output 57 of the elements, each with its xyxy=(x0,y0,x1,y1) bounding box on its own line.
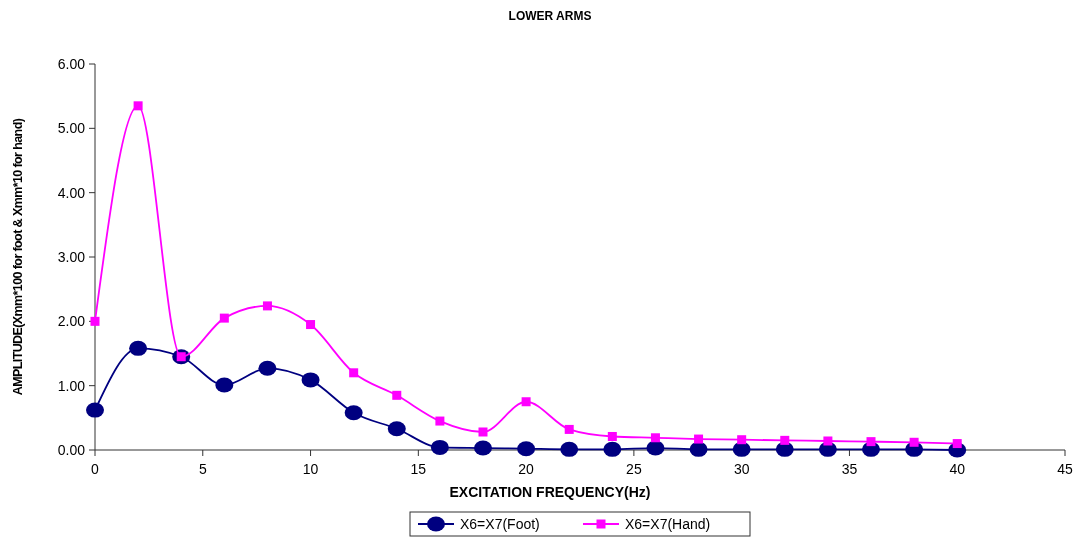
x-axis-title: EXCITATION FREQUENCY(Hz) xyxy=(449,484,651,500)
y-axis-title: AMPLITUDE(Xmm*100 for foot & Xmm*10 for hand) xyxy=(11,118,25,396)
point xyxy=(129,340,148,356)
legend-label: X6=X7(Hand) xyxy=(625,516,711,532)
legend-label: X6=X7(Foot) xyxy=(460,516,540,532)
y-tick-label: 0.00 xyxy=(57,442,86,458)
point xyxy=(478,427,488,437)
x-tick-label: 0 xyxy=(91,461,100,477)
point xyxy=(521,397,531,407)
point xyxy=(737,435,747,445)
point xyxy=(258,360,277,376)
point xyxy=(435,416,445,426)
point xyxy=(603,441,622,457)
x-tick-label: 25 xyxy=(626,461,642,477)
point xyxy=(952,439,962,449)
point xyxy=(560,441,579,457)
point xyxy=(90,316,100,326)
point xyxy=(219,313,229,323)
point xyxy=(517,441,536,457)
y-tick-label: 5.00 xyxy=(57,120,86,137)
x-tick-label: 30 xyxy=(733,461,750,477)
point xyxy=(689,441,708,457)
y-tick-label: 3.00 xyxy=(57,249,86,265)
point xyxy=(732,441,751,457)
y-tick-label: 1.00 xyxy=(57,377,86,394)
point xyxy=(909,437,919,447)
x-tick-label: 35 xyxy=(841,461,858,477)
point xyxy=(694,434,704,444)
point xyxy=(823,436,833,446)
point xyxy=(646,440,665,456)
point xyxy=(607,431,617,441)
point xyxy=(349,368,359,378)
point xyxy=(262,301,272,311)
x-tick-label: 20 xyxy=(518,461,535,477)
x-tick-label: 5 xyxy=(198,461,207,477)
point xyxy=(866,437,876,447)
y-tick-label: 4.00 xyxy=(57,184,86,201)
point xyxy=(86,402,104,418)
point xyxy=(392,390,402,400)
point xyxy=(650,433,660,443)
x-tick-label: 15 xyxy=(410,461,427,477)
point xyxy=(564,424,574,434)
point xyxy=(133,101,143,111)
y-tick-label: 2.00 xyxy=(57,313,86,330)
point xyxy=(780,435,790,445)
point xyxy=(215,377,234,393)
chart-title: LOWER ARMS xyxy=(508,9,592,23)
x-tick-label: 40 xyxy=(949,461,966,477)
point xyxy=(344,405,363,421)
point xyxy=(306,320,316,330)
point xyxy=(301,372,320,388)
y-tick-label: 6.00 xyxy=(57,56,86,72)
x-tick-label: 45 xyxy=(1057,461,1073,477)
point xyxy=(387,421,406,437)
x-tick-label: 10 xyxy=(302,461,319,477)
point xyxy=(430,439,449,455)
point xyxy=(474,440,492,456)
